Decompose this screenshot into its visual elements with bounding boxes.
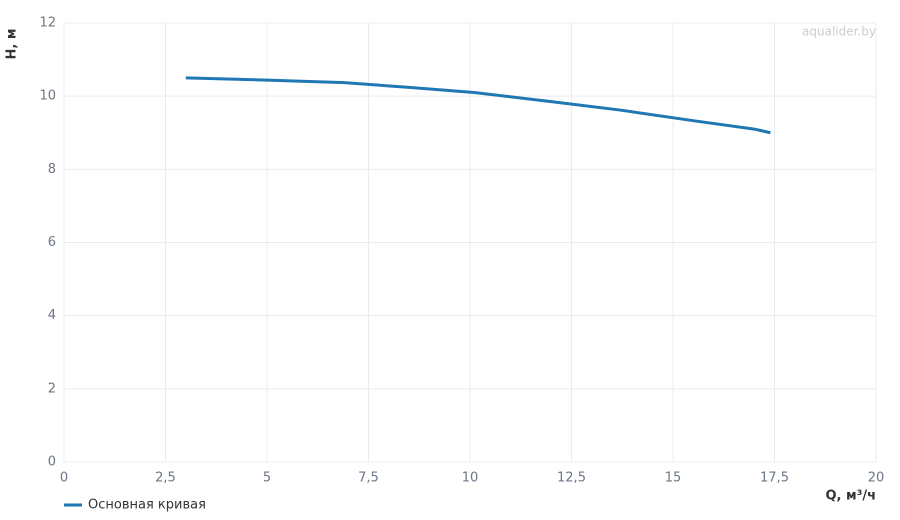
x-tick-label: 20 — [868, 471, 885, 486]
y-tick-label: 4 — [48, 308, 56, 323]
x-tick-label: 17,5 — [760, 471, 789, 486]
x-tick-label: 0 — [60, 471, 68, 486]
x-tick-label: 15 — [665, 471, 682, 486]
x-axis-label: Q, м³/ч — [825, 489, 876, 504]
y-tick-label: 2 — [48, 381, 56, 396]
x-tick-label: 7,5 — [358, 471, 379, 486]
legend-label: Основная кривая — [88, 498, 206, 513]
data-line — [185, 76, 771, 135]
y-tick-label: 12 — [39, 16, 56, 31]
x-tick-label: 12,5 — [557, 471, 586, 486]
x-tick-label: 5 — [263, 471, 271, 486]
watermark: aqualider.by — [802, 25, 876, 39]
y-tick-label: 8 — [48, 162, 56, 177]
y-axis-label: H, м — [5, 29, 20, 60]
x-tick-label: 10 — [462, 471, 479, 486]
y-tick-label: 0 — [48, 455, 56, 470]
x-tick-label: 2,5 — [155, 471, 176, 486]
y-tick-label: 6 — [48, 235, 56, 250]
y-tick-label: 10 — [39, 89, 56, 104]
